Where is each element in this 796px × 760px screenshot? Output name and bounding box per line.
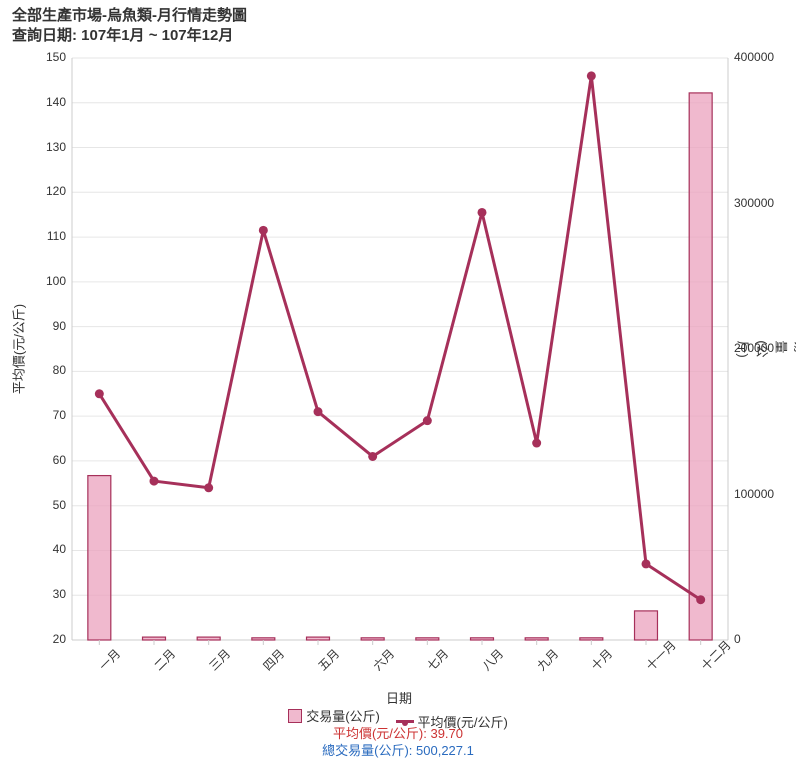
y-left-tick-label: 100 [46, 274, 66, 288]
chart-container: 全部生產市場-烏魚類-月行情走勢圖 查詢日期: 107年1月 ~ 107年12月… [0, 0, 796, 754]
legend-swatch-bar-icon [288, 709, 302, 723]
y-right-tick-label: 100000 [734, 487, 774, 501]
legend-swatch-line-icon [396, 720, 414, 723]
bar [361, 638, 384, 640]
y-right-tick-label: 400000 [734, 50, 774, 64]
price-marker [587, 71, 596, 80]
price-marker [204, 483, 213, 492]
y-left-tick-label: 80 [53, 363, 66, 377]
bar [307, 637, 330, 640]
price-line [99, 76, 700, 600]
footer-total-volume: 總交易量(公斤): 500,227.1 [0, 743, 796, 760]
y-left-tick-label: 130 [46, 140, 66, 154]
y-left-tick-label: 110 [47, 229, 66, 243]
price-marker [95, 389, 104, 398]
y-left-tick-label: 20 [53, 632, 66, 646]
x-axis-label: 日期 [386, 688, 412, 707]
y-left-tick-label: 90 [53, 319, 66, 333]
bar [635, 611, 658, 640]
price-marker [423, 416, 432, 425]
footer-avg-price: 平均價(元/公斤): 39.70 [0, 726, 796, 743]
bar [580, 638, 603, 640]
y-left-tick-label: 70 [53, 408, 66, 422]
footer-avg-price-label: 平均價(元/公斤): [333, 726, 431, 741]
price-marker [314, 407, 323, 416]
legend-item-volume: 交易量(公斤) [288, 706, 380, 725]
y-left-tick-label: 150 [46, 50, 66, 64]
footer-stats: 平均價(元/公斤): 39.70 總交易量(公斤): 500,227.1 [0, 726, 796, 760]
y-left-tick-label: 60 [53, 453, 66, 467]
price-marker [368, 452, 377, 461]
bar [197, 637, 220, 640]
footer-total-volume-value: 500,227.1 [416, 743, 474, 758]
y-left-tick-label: 50 [53, 498, 66, 512]
bar [471, 638, 494, 640]
legend-label-volume: 交易量(公斤) [306, 706, 380, 725]
chart-svg [0, 0, 796, 754]
price-marker [150, 477, 159, 486]
y-left-tick-label: 120 [46, 184, 66, 198]
y-right-tick-label: 300000 [734, 196, 774, 210]
y-right-tick-label: 0 [734, 632, 741, 646]
bar [689, 93, 712, 640]
footer-avg-price-value: 39.70 [430, 726, 463, 741]
price-marker [642, 559, 651, 568]
bar [525, 638, 548, 640]
price-marker [478, 208, 487, 217]
price-marker [532, 439, 541, 448]
y-left-tick-label: 30 [53, 587, 66, 601]
y-left-tick-label: 40 [53, 542, 66, 556]
footer-total-volume-label: 總交易量(公斤): [322, 743, 416, 758]
y-left-axis-label: 平均價(元/公斤) [9, 304, 28, 394]
bar [252, 638, 275, 640]
price-marker [259, 226, 268, 235]
bar [143, 637, 166, 640]
bar [88, 476, 111, 640]
price-marker [696, 595, 705, 604]
y-right-tick-label: 200000 [734, 341, 774, 355]
y-left-tick-label: 140 [46, 95, 66, 109]
bar [416, 638, 439, 640]
